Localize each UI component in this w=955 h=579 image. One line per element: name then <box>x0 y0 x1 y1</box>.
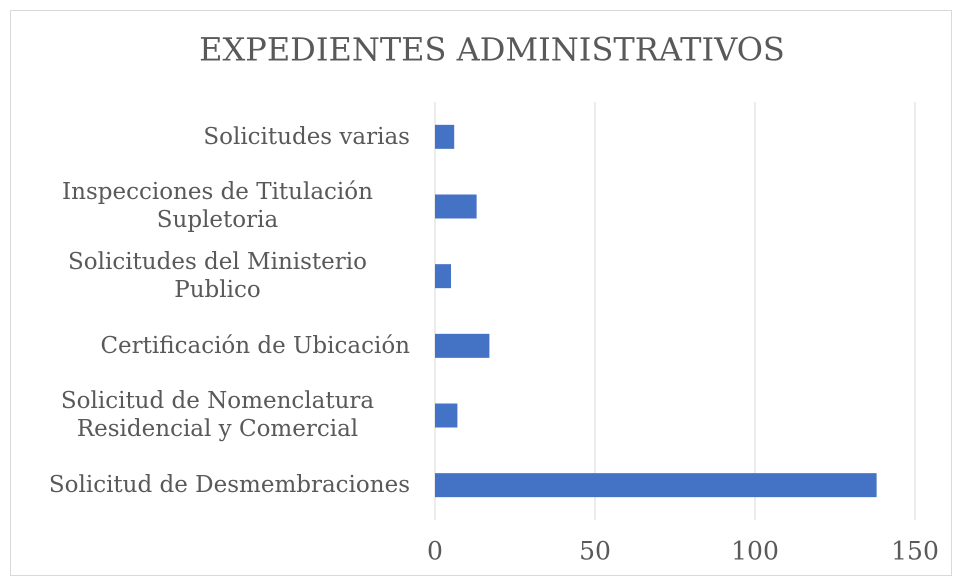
y-tick-label: Solicitud de Desmembraciones <box>48 472 410 499</box>
y-tick-label-box: Certificación de Ubicación <box>0 311 410 381</box>
bar <box>435 194 477 219</box>
y-tick-label-box: Inspecciones de Titulación Supletoria <box>0 172 410 242</box>
y-tick-label: Certificación de Ubicación <box>100 332 410 359</box>
y-tick-label-box: Solicitud de Desmembraciones <box>0 450 410 520</box>
y-tick-label: Solicitud de Nomenclatura Residencial y … <box>60 388 375 443</box>
bar <box>435 473 877 498</box>
x-tick-label: 150 <box>891 537 939 566</box>
y-tick-label: Inspecciones de Titulación Supletoria <box>62 179 373 234</box>
y-tick-label-box: Solicitudes del Ministerio Publico <box>0 241 410 311</box>
x-tick-label: 50 <box>579 537 611 566</box>
y-tick-label-box: Solicitudes varias <box>0 102 410 172</box>
x-tick-label: 100 <box>731 537 779 566</box>
bar <box>435 264 451 289</box>
y-tick-label-box: Solicitud de Nomenclatura Residencial y … <box>0 381 410 451</box>
y-tick-label: Solicitudes del Ministerio Publico <box>68 249 367 304</box>
chart-title: EXPEDIENTES ADMINISTRATIVOS <box>199 31 785 69</box>
x-tick-label: 0 <box>427 537 443 566</box>
bar <box>435 333 490 358</box>
bar <box>435 403 458 428</box>
bar <box>435 124 455 149</box>
y-tick-label: Solicitudes varias <box>203 123 410 150</box>
